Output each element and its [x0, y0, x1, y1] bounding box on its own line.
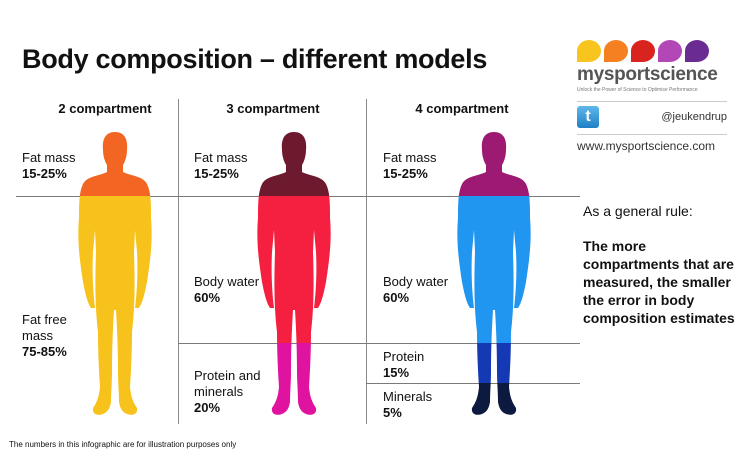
footnote: The numbers in this infographic are for …: [9, 440, 237, 449]
body-water-label-3c: Body water 60%: [194, 274, 260, 305]
fat-free-mass-label: Fat free mass 75-85%: [22, 312, 67, 359]
body-water-label-4c: Body water 60%: [383, 274, 449, 305]
column-header-4-compartment: 4 compartment: [415, 101, 509, 116]
column-divider: [366, 99, 367, 424]
twitter-handle[interactable]: @jeukendrup: [661, 111, 727, 123]
page-title: Body composition – different models: [22, 44, 488, 74]
protein-divider-line: [178, 343, 580, 344]
protein-label-4c: Protein 15%: [383, 349, 425, 380]
drop-icon: [685, 40, 709, 62]
column-divider: [178, 99, 179, 424]
logo-name: mysportscience: [577, 64, 718, 85]
body-figure-3-compartment: [257, 132, 331, 415]
logo-tagline: Unlock the Power of Science to Optimise …: [577, 87, 698, 93]
twitter-row[interactable]: t @jeukendrup: [577, 106, 727, 128]
mysportscience-logo: mysportscience Unlock the Power of Scien…: [577, 40, 727, 153]
body-figure-2-compartment: [78, 132, 152, 415]
website-link[interactable]: www.mysportscience.com: [577, 139, 716, 153]
drop-icon: [604, 40, 628, 62]
twitter-icon[interactable]: t: [577, 106, 599, 128]
minerals-label-4c: Minerals 5%: [383, 389, 433, 420]
protein-minerals-label: Protein and minerals 20%: [194, 368, 261, 415]
minerals-divider-line: [366, 383, 580, 384]
rule-body: The more compartments that are measured,…: [583, 238, 735, 326]
drop-icon: [577, 40, 601, 62]
column-header-2-compartment: 2 compartment: [58, 101, 152, 116]
column-header-3-compartment: 3 compartment: [226, 101, 320, 116]
fat-mass-label-3c: Fat mass 15-25%: [194, 150, 248, 181]
drop-icon: [631, 40, 655, 62]
body-figure-4-compartment: [457, 132, 531, 415]
drop-icon: [658, 40, 682, 62]
fat-mass-label-2c: Fat mass 15-25%: [22, 150, 76, 181]
divider: [577, 134, 727, 135]
divider: [577, 101, 727, 102]
fat-mass-label-4c: Fat mass 15-25%: [383, 150, 437, 181]
logo-drops-icon: [577, 40, 727, 62]
rule-intro: As a general rule:: [583, 203, 693, 219]
